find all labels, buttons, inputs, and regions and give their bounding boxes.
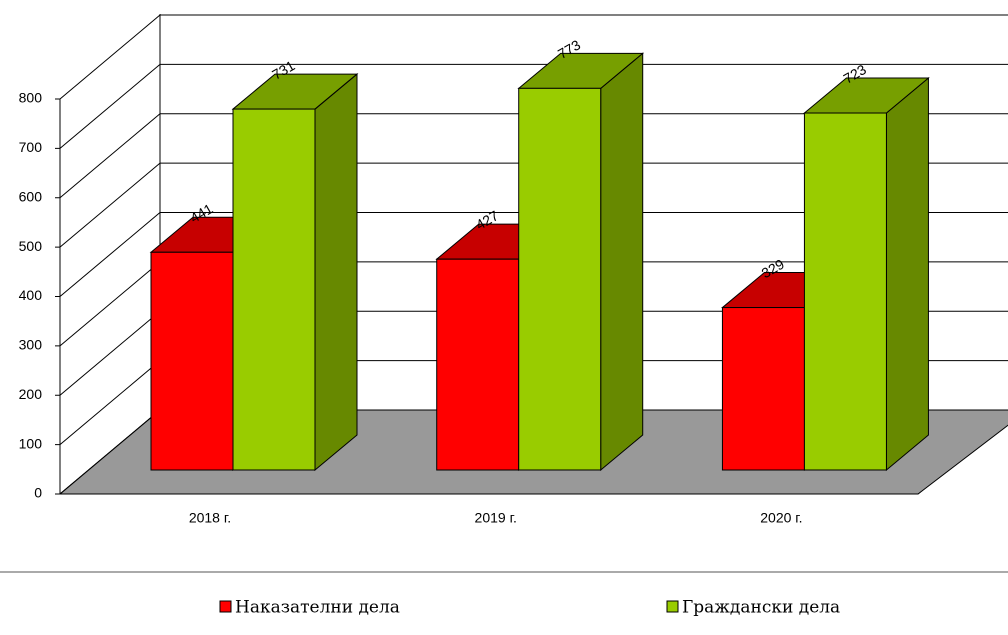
legend-label: Наказателни дела xyxy=(235,598,400,618)
side-grid-line xyxy=(59,113,161,199)
side-grid-line xyxy=(59,162,161,248)
bar xyxy=(721,307,805,471)
y-tick-label: 700 xyxy=(19,139,43,155)
bar xyxy=(803,112,887,471)
side-grid-line xyxy=(59,310,161,396)
side-grid-line xyxy=(59,261,161,347)
y-tick-label: 600 xyxy=(19,188,43,204)
x-tick-label: 2020 г. xyxy=(760,510,802,526)
bar xyxy=(232,108,316,471)
y-tick-label: 100 xyxy=(19,435,43,451)
bar-side xyxy=(600,52,644,472)
side-grid-line xyxy=(59,63,161,149)
y-tick-label: 300 xyxy=(19,337,43,353)
y-tick-label: 800 xyxy=(19,90,43,106)
bar xyxy=(518,87,602,471)
legend-swatch xyxy=(219,600,232,613)
y-tick-label: 200 xyxy=(19,386,43,402)
legend-label: Граждански дела xyxy=(682,598,840,618)
side-grid-line xyxy=(59,212,161,297)
y-tick-label: 0 xyxy=(34,485,42,501)
x-tick-label: 2019 г. xyxy=(475,510,517,526)
y-tick-label: 500 xyxy=(19,238,43,254)
side-grid-line xyxy=(59,14,161,100)
legend-swatch xyxy=(666,600,679,613)
side-grid-line xyxy=(59,360,161,446)
bar-side xyxy=(314,73,358,472)
bar xyxy=(436,258,520,471)
bar-side xyxy=(885,76,929,472)
x-tick-label: 2018 г. xyxy=(189,510,231,526)
y-tick-label: 400 xyxy=(19,287,43,303)
side-grid-line xyxy=(59,409,161,495)
bar xyxy=(150,251,234,471)
